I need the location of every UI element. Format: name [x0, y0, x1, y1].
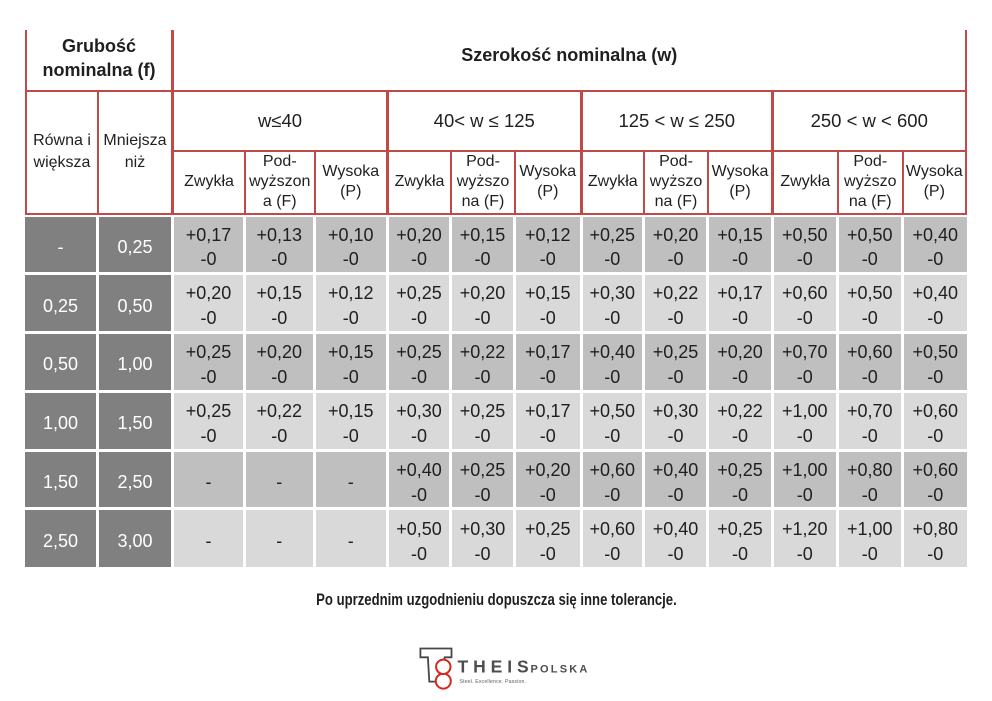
svg-text:Steel. Excellence. Passion.: Steel. Excellence. Passion.	[460, 679, 527, 685]
svg-text:POLSKA: POLSKA	[531, 664, 590, 676]
svg-text:THEIS: THEIS	[458, 657, 534, 677]
